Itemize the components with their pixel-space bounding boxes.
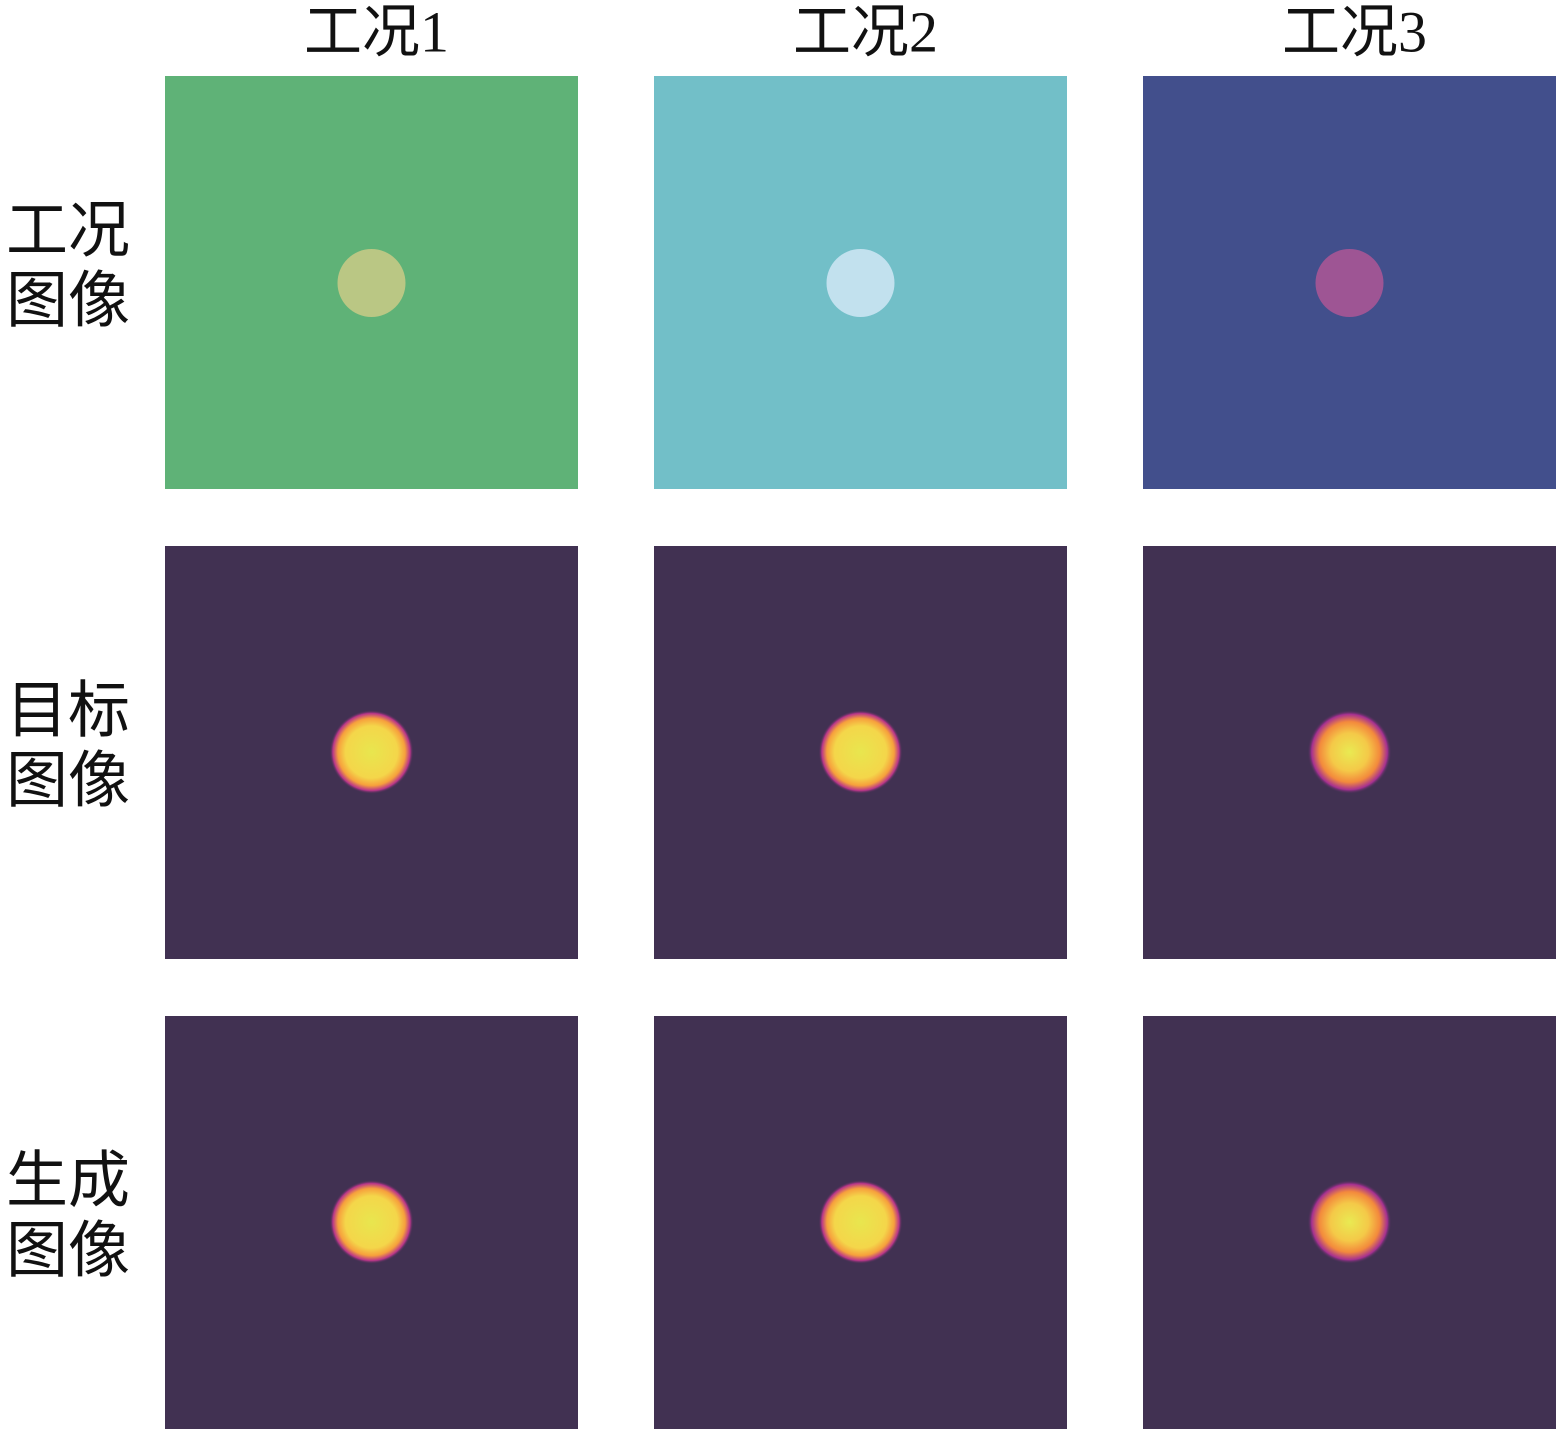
row-header: 图像 [6,1218,130,1286]
condition-spot [826,249,895,317]
condition-spot [337,249,406,317]
row-header: 图像 [6,268,130,336]
hot-spot [329,1180,414,1264]
hot-spot [329,710,414,794]
column-header: 工况2 [793,0,938,64]
hot-spot [818,710,903,794]
condition-spot [1315,249,1384,317]
row-header: 目标 [6,678,130,746]
column-header: 工况1 [304,0,449,64]
column-header: 工况3 [1282,0,1427,64]
hot-spot [818,1180,903,1264]
hot-spot [1307,710,1392,794]
row-header: 工况 [6,198,130,266]
row-header: 生成 [6,1148,130,1216]
row-header: 图像 [6,748,130,816]
hot-spot [1307,1180,1392,1264]
